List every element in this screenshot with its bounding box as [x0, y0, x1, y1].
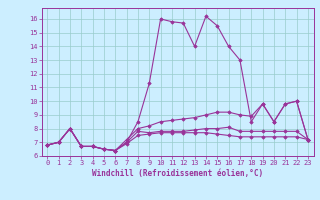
X-axis label: Windchill (Refroidissement éolien,°C): Windchill (Refroidissement éolien,°C) — [92, 169, 263, 178]
